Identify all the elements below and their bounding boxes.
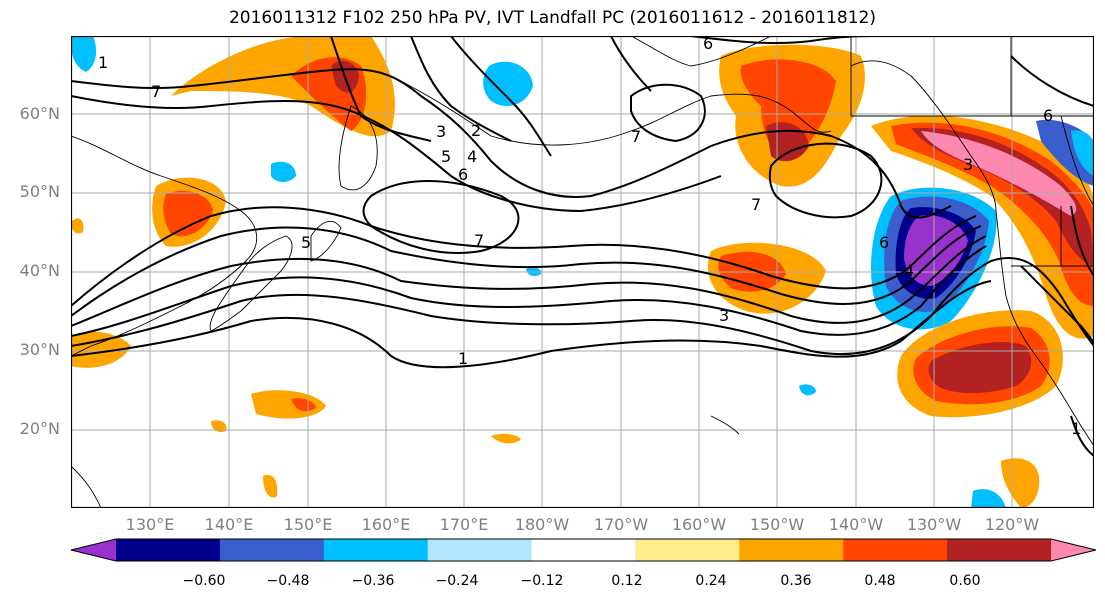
contour-label: 6 <box>1043 106 1053 125</box>
colorbar-tick-label: −0.36 <box>351 573 395 589</box>
colorbar-tick-label: −0.48 <box>266 573 310 589</box>
lon-label-140w: 140°W <box>828 515 884 534</box>
contour-label: 6 <box>879 233 889 252</box>
contour-label: 7 <box>474 231 484 250</box>
colorbar-segments <box>70 538 1097 562</box>
colorbar-segment <box>219 539 325 561</box>
pv-contour-labels: 1 7 3 2 5 4 6 7 5 6 7 1 3 4 6 6 7 1 3 <box>98 36 1081 438</box>
lat-label-50n: 50°N <box>19 182 60 201</box>
lon-label-130w: 130°W <box>906 515 962 534</box>
contour-label: 7 <box>631 127 641 146</box>
colorbar-segment <box>843 539 948 561</box>
lat-label-30n: 30°N <box>19 340 60 359</box>
colorbar-segment <box>323 539 429 561</box>
lon-label-130e: 130°E <box>125 515 175 534</box>
contour-label: 2 <box>471 121 481 140</box>
lat-label-20n: 20°N <box>19 419 60 438</box>
lon-label-150e: 150°E <box>283 515 333 534</box>
colorbar-segment <box>739 539 844 561</box>
contour-label: 1 <box>1071 419 1081 438</box>
contour-label: 3 <box>963 155 973 174</box>
graticule <box>71 36 1094 508</box>
colorbar-tick-label: 0.24 <box>695 573 727 589</box>
colorbar-segment <box>635 539 740 561</box>
colorbar-segment <box>947 539 1052 561</box>
contour-label: 4 <box>467 147 477 166</box>
lon-label-120w: 120°W <box>984 515 1040 534</box>
contour-label: 5 <box>301 233 311 252</box>
contour-label: 1 <box>458 349 468 368</box>
lat-label-40n: 40°N <box>19 261 60 280</box>
colorbar-segment <box>116 539 221 561</box>
contour-label: 3 <box>719 306 729 325</box>
colorbar <box>70 538 1097 562</box>
lon-label-140e: 140°E <box>204 515 254 534</box>
colorbar-tick-label: −0.60 <box>182 573 226 589</box>
colorbar-extend-high <box>1051 539 1096 561</box>
lon-label-160w: 160°W <box>671 515 727 534</box>
contour-label: 5 <box>441 147 451 166</box>
lon-label-180w: 180°W <box>514 515 570 534</box>
contour-label: 7 <box>151 82 161 101</box>
contour-label: 3 <box>436 122 446 141</box>
contour-label: 7 <box>751 195 761 214</box>
coastlines <box>71 36 1094 508</box>
lon-label-160e: 160°E <box>361 515 411 534</box>
pv-contours <box>71 36 1094 457</box>
colorbar-tick-label: 0.60 <box>949 573 981 589</box>
colorbar-tick-label: −0.24 <box>435 573 479 589</box>
colorbar-segment <box>531 539 636 561</box>
contour-label: 4 <box>904 261 914 280</box>
map-plot: 1 7 3 2 5 4 6 7 5 6 7 1 3 4 6 6 7 1 3 <box>71 36 1094 508</box>
map-title: 2016011312 F102 250 hPa PV, IVT Landfall… <box>228 8 876 28</box>
map-panel: 1 7 3 2 5 4 6 7 5 6 7 1 3 4 6 6 7 1 3 <box>71 36 1094 508</box>
contour-label: 6 <box>703 36 713 53</box>
colorbar-tick-label: 0.48 <box>864 573 896 589</box>
lon-label-170w: 170°W <box>593 515 649 534</box>
colorbar-tick-label: 0.12 <box>611 573 643 589</box>
colorbar-segment <box>427 539 533 561</box>
colorbar-outline <box>70 538 1097 562</box>
contour-label: 1 <box>98 53 108 72</box>
lat-label-60n: 60°N <box>19 104 60 123</box>
colorbar-extend-low <box>71 539 116 561</box>
colorbar-tick-label: −0.12 <box>520 573 564 589</box>
contour-label: 6 <box>458 165 468 184</box>
lon-label-170e: 170°E <box>439 515 489 534</box>
lon-label-150w: 150°W <box>749 515 805 534</box>
colorbar-tick-label: 0.36 <box>780 573 812 589</box>
